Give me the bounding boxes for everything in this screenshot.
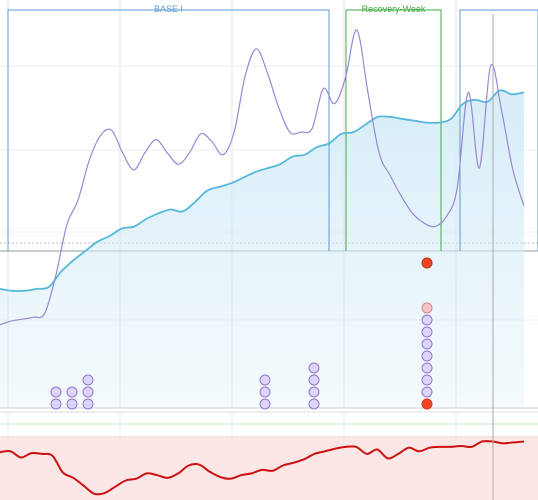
fitness-area — [0, 90, 524, 409]
workout-dot[interactable] — [421, 314, 433, 326]
workout-dot-column[interactable] — [66, 386, 78, 410]
phase-bracket-outline — [459, 9, 538, 251]
workout-dots — [50, 302, 433, 410]
workout-dot[interactable] — [50, 398, 62, 410]
workout-dot[interactable] — [421, 386, 433, 398]
series-lines — [0, 29, 525, 326]
workout-dot[interactable] — [308, 386, 320, 398]
phase-brackets: BASE I Recovery-Week — [7, 4, 538, 251]
workout-dot[interactable] — [66, 386, 78, 398]
workout-dot[interactable] — [421, 350, 433, 362]
form-panel — [0, 412, 538, 500]
form-line — [0, 440, 525, 496]
phase-bracket-outline — [7, 9, 330, 251]
workout-dot[interactable] — [50, 386, 62, 398]
workout-dot-column[interactable] — [308, 362, 320, 410]
workout-dot[interactable] — [66, 398, 78, 410]
workout-dot[interactable] — [308, 398, 320, 410]
fitness-area-fill — [0, 90, 524, 409]
workout-dot[interactable] — [421, 326, 433, 338]
workout-dot[interactable] — [308, 374, 320, 386]
phase-bracket: Recovery-Week — [345, 4, 442, 251]
workout-dot[interactable] — [421, 302, 433, 314]
today-marker[interactable] — [421, 257, 433, 269]
fitness-line — [0, 89, 525, 292]
workout-dot[interactable] — [259, 374, 271, 386]
workout-dot[interactable] — [421, 374, 433, 386]
phase-label: Recovery-Week — [362, 4, 426, 14]
workout-dot-column[interactable] — [82, 374, 94, 410]
workout-dot[interactable] — [308, 362, 320, 374]
fatigue-line — [0, 29, 525, 326]
workout-dot-column[interactable] — [421, 302, 433, 410]
workout-dot[interactable] — [259, 398, 271, 410]
workout-dot[interactable] — [82, 374, 94, 386]
workout-dot[interactable] — [421, 338, 433, 350]
workout-dot[interactable] — [82, 398, 94, 410]
phase-bracket — [459, 9, 538, 251]
phase-bracket: BASE I — [7, 4, 330, 251]
phase-label: BASE I — [154, 4, 183, 14]
workout-dot[interactable] — [421, 362, 433, 374]
workout-dot[interactable] — [82, 386, 94, 398]
workout-dot[interactable] — [259, 386, 271, 398]
form-panel-background — [0, 438, 538, 500]
workout-dot-column[interactable] — [259, 374, 271, 410]
workout-dot-column[interactable] — [50, 386, 62, 410]
workout-dot[interactable] — [421, 398, 433, 410]
phase-bracket-outline — [345, 9, 442, 251]
